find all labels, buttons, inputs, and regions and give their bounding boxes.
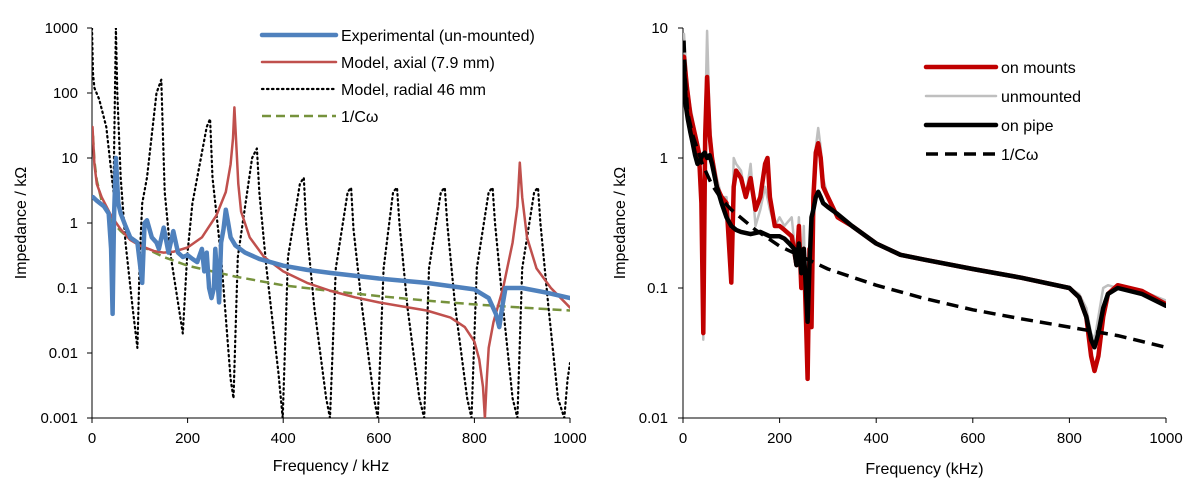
series-line-1-c [92,135,570,312]
x-tick-label: 600 [960,430,985,447]
y-tick-label: 0.01 [49,345,78,362]
series-line-model-radial-46-mm [92,28,570,418]
series-line-on-mounts [683,54,1166,382]
x-tick-label: 800 [1057,430,1082,447]
y-axis-title: Impedance / kΩ [612,167,629,280]
y-tick-label: 100 [53,85,78,102]
legend-label: Experimental (un-mounted) [341,28,535,45]
x-tick-label: 1000 [553,430,586,447]
legend-label: on mounts [1001,60,1076,77]
y-tick-label: 1000 [45,20,78,37]
x-tick-label: 400 [271,430,296,447]
y-axis-title: Impedance / kΩ [13,167,30,280]
legend-label: Model, radial 46 mm [341,82,486,99]
x-tick-label: 400 [864,430,889,447]
x-axis-title: Frequency (kHz) [865,461,983,478]
y-tick-label: 1 [660,150,668,167]
x-tick-label: 200 [767,430,792,447]
y-tick-label: 10 [61,150,78,167]
x-tick-label: 0 [679,430,687,447]
y-tick-label: 0.1 [57,280,78,297]
legend: on mounts unmounted on pipe 1/Cω [923,60,1081,164]
x-tick-label: 1000 [1149,430,1182,447]
left-chart: 0 200 400 600 800 1000 0.001 0.01 0.1 1 10 100 1000 F… [13,20,587,475]
axes-frame [91,28,570,419]
x-tick-label: 800 [462,430,487,447]
legend-label: 1/Cω [1001,147,1038,164]
y-tick-label: 0.1 [647,280,668,297]
series-line-experimental-un-mounted [92,155,570,330]
legend-label: on pipe [1001,118,1054,135]
series-line-unmounted [683,29,1166,341]
y-tick-label: 0.01 [639,410,668,427]
x-axis-title: Frequency / kHz [273,458,389,475]
series-line-1-c [683,40,1166,350]
x-tick-label: 200 [175,430,200,447]
right-chart: 0 200 400 600 800 1000 0.01 0.1 1 10 Frequency (kH… [612,20,1183,478]
series-line-on-pipe [683,64,1166,350]
legend: Experimental (un-mounted) Model, axial (7… [259,28,535,126]
series-group [683,29,1166,382]
y-tick-label: 10 [651,20,668,37]
x-tick-label: 600 [366,430,391,447]
legend-label: 1/Cω [341,109,378,126]
y-tick-label: 1 [70,215,78,232]
legend-label: Model, axial (7.9 mm) [341,55,495,72]
series-group [92,28,570,418]
legend-label: unmounted [1001,89,1081,106]
y-tick-label: 0.001 [40,410,78,427]
x-tick-label: 0 [88,430,96,447]
series-line-model-axial-7-9-mm [92,106,570,418]
